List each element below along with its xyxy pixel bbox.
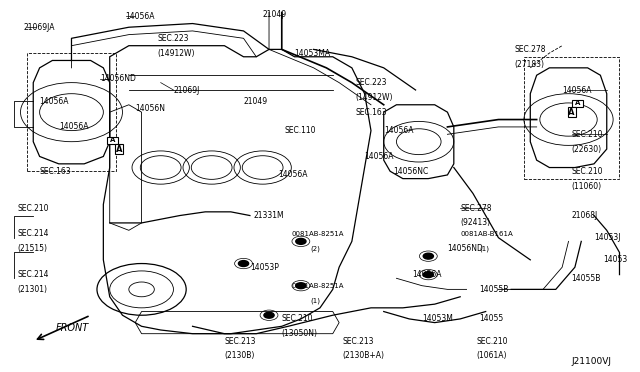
Text: (92413): (92413) <box>460 218 490 227</box>
Text: 14056A: 14056A <box>40 97 69 106</box>
Text: SEC.213: SEC.213 <box>225 337 256 346</box>
Text: J21100VJ: J21100VJ <box>572 357 612 366</box>
Text: (13050N): (13050N) <box>282 329 318 338</box>
Text: (21515): (21515) <box>17 244 47 253</box>
Text: 14055B: 14055B <box>479 285 509 294</box>
Text: SEC.110: SEC.110 <box>285 126 316 135</box>
Text: (14912W): (14912W) <box>157 49 195 58</box>
Text: SEC.210: SEC.210 <box>572 130 604 139</box>
Text: 14056A: 14056A <box>562 86 591 94</box>
Text: 14055: 14055 <box>479 314 504 323</box>
Text: 14055B: 14055B <box>572 274 601 283</box>
Text: 14053J: 14053J <box>594 233 621 242</box>
Text: 14053M: 14053M <box>422 314 453 323</box>
Text: 14056ND: 14056ND <box>100 74 136 83</box>
Text: (1): (1) <box>479 246 490 252</box>
Text: 14053P: 14053P <box>250 263 279 272</box>
Text: A: A <box>568 108 575 117</box>
Text: SEC.223: SEC.223 <box>355 78 387 87</box>
Circle shape <box>423 253 433 259</box>
Text: 14056NC: 14056NC <box>394 167 429 176</box>
Text: 14056A: 14056A <box>412 270 442 279</box>
Text: 14056N: 14056N <box>135 104 165 113</box>
Text: (21301): (21301) <box>17 285 47 294</box>
Text: SEC.210: SEC.210 <box>572 167 604 176</box>
Text: (2130B): (2130B) <box>225 351 255 360</box>
Text: SEC.213: SEC.213 <box>342 337 374 346</box>
Text: SEC.210: SEC.210 <box>17 203 49 213</box>
Text: SEC.163: SEC.163 <box>40 167 71 176</box>
Bar <box>106 137 118 144</box>
Text: SEC.278: SEC.278 <box>460 203 492 213</box>
Text: A: A <box>116 145 122 154</box>
Text: 14056A: 14056A <box>365 152 394 161</box>
Text: SEC.278: SEC.278 <box>515 45 546 54</box>
Text: (14912W): (14912W) <box>355 93 392 102</box>
Circle shape <box>423 272 433 278</box>
Bar <box>524 57 620 179</box>
Text: 14056A: 14056A <box>278 170 308 179</box>
Bar <box>27 53 116 171</box>
Text: 14056ND: 14056ND <box>447 244 483 253</box>
Text: (11060): (11060) <box>572 182 602 190</box>
Text: 0081AB-8251A: 0081AB-8251A <box>291 231 344 237</box>
Text: SEC.163: SEC.163 <box>355 108 387 117</box>
Circle shape <box>264 312 274 318</box>
Text: (1): (1) <box>310 297 321 304</box>
Circle shape <box>296 283 306 289</box>
Text: 0081AB-8251A: 0081AB-8251A <box>291 283 344 289</box>
Text: 14053MA: 14053MA <box>294 49 331 58</box>
Text: 14056A: 14056A <box>59 122 88 131</box>
Text: 14056A: 14056A <box>384 126 413 135</box>
Text: SEC.223: SEC.223 <box>157 34 189 43</box>
Text: 21069JA: 21069JA <box>24 23 55 32</box>
Text: A: A <box>109 137 115 143</box>
Text: SEC.214: SEC.214 <box>17 270 49 279</box>
Text: 21331M: 21331M <box>253 211 284 220</box>
Text: 21068J: 21068J <box>572 211 598 220</box>
Text: 14056A: 14056A <box>125 12 155 21</box>
Text: 21049: 21049 <box>244 97 268 106</box>
Circle shape <box>296 238 306 244</box>
Text: (1061A): (1061A) <box>476 351 507 360</box>
Text: A: A <box>575 100 580 106</box>
Text: 21069J: 21069J <box>173 86 200 94</box>
Text: SEC.214: SEC.214 <box>17 230 49 238</box>
Circle shape <box>239 260 248 266</box>
Text: FRONT: FRONT <box>56 323 89 333</box>
Text: 21049: 21049 <box>262 10 287 19</box>
Text: (2130B+A): (2130B+A) <box>342 351 384 360</box>
Text: (2): (2) <box>310 246 320 252</box>
Text: (27183): (27183) <box>515 60 545 69</box>
Text: 0081AB-B161A: 0081AB-B161A <box>460 231 513 237</box>
Text: 14053: 14053 <box>604 255 628 264</box>
Text: SEC.210: SEC.210 <box>476 337 508 346</box>
Text: (22630): (22630) <box>572 145 602 154</box>
Bar <box>572 100 583 107</box>
Text: SEC.210: SEC.210 <box>282 314 313 323</box>
